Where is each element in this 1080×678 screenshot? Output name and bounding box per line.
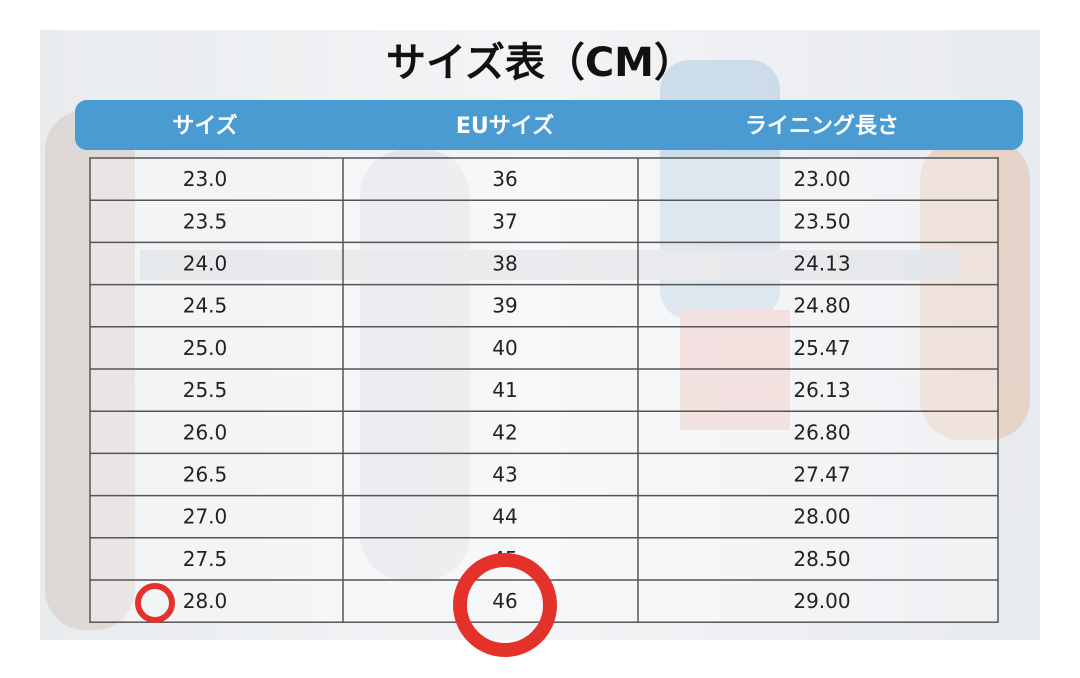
header-bar [75, 100, 1023, 150]
cell: 46 [492, 589, 517, 613]
cell: 26.0 [183, 420, 228, 444]
cell: 44 [492, 505, 517, 529]
cell: 24.5 [183, 294, 228, 318]
cell: 26.5 [183, 463, 228, 487]
cell: 28.0 [183, 589, 228, 613]
cell: 41 [492, 378, 517, 402]
column-header: サイズ [172, 113, 237, 139]
highlight-circle [453, 553, 557, 657]
cell: 26.80 [793, 420, 850, 444]
cell: 43 [492, 463, 517, 487]
highlight-circle [135, 583, 175, 623]
cell: 26.13 [793, 378, 850, 402]
cell: 37 [492, 209, 517, 233]
cell: 28.00 [793, 505, 850, 529]
cell: 29.00 [793, 589, 850, 613]
title: サイズ表（CM） [386, 40, 694, 86]
cell: 23.0 [183, 167, 228, 191]
cell: 27.47 [793, 463, 850, 487]
table-body [89, 157, 999, 623]
column-header: ライニング長さ [745, 113, 899, 139]
cell: 42 [492, 420, 517, 444]
cell: 39 [492, 294, 517, 318]
cell: 27.5 [183, 547, 228, 571]
cell: 23.50 [793, 209, 850, 233]
cell: 24.80 [793, 294, 850, 318]
cell: 40 [492, 336, 517, 360]
cell: 23.00 [793, 167, 850, 191]
cell: 24.13 [793, 252, 850, 276]
cell: 28.50 [793, 547, 850, 571]
cell: 25.5 [183, 378, 228, 402]
cell: 23.5 [183, 209, 228, 233]
cell: 27.0 [183, 505, 228, 529]
column-header: EUサイズ [456, 113, 554, 139]
cell: 25.0 [183, 336, 228, 360]
cell: 24.0 [183, 252, 228, 276]
table: サイズ EUサイズ ライニング長さ 23.0 36 23.00 23.5 37 23.50 24.… [89, 113, 999, 623]
cell: 38 [492, 252, 517, 276]
cell: 25.47 [793, 336, 850, 360]
cell: 36 [492, 167, 517, 191]
